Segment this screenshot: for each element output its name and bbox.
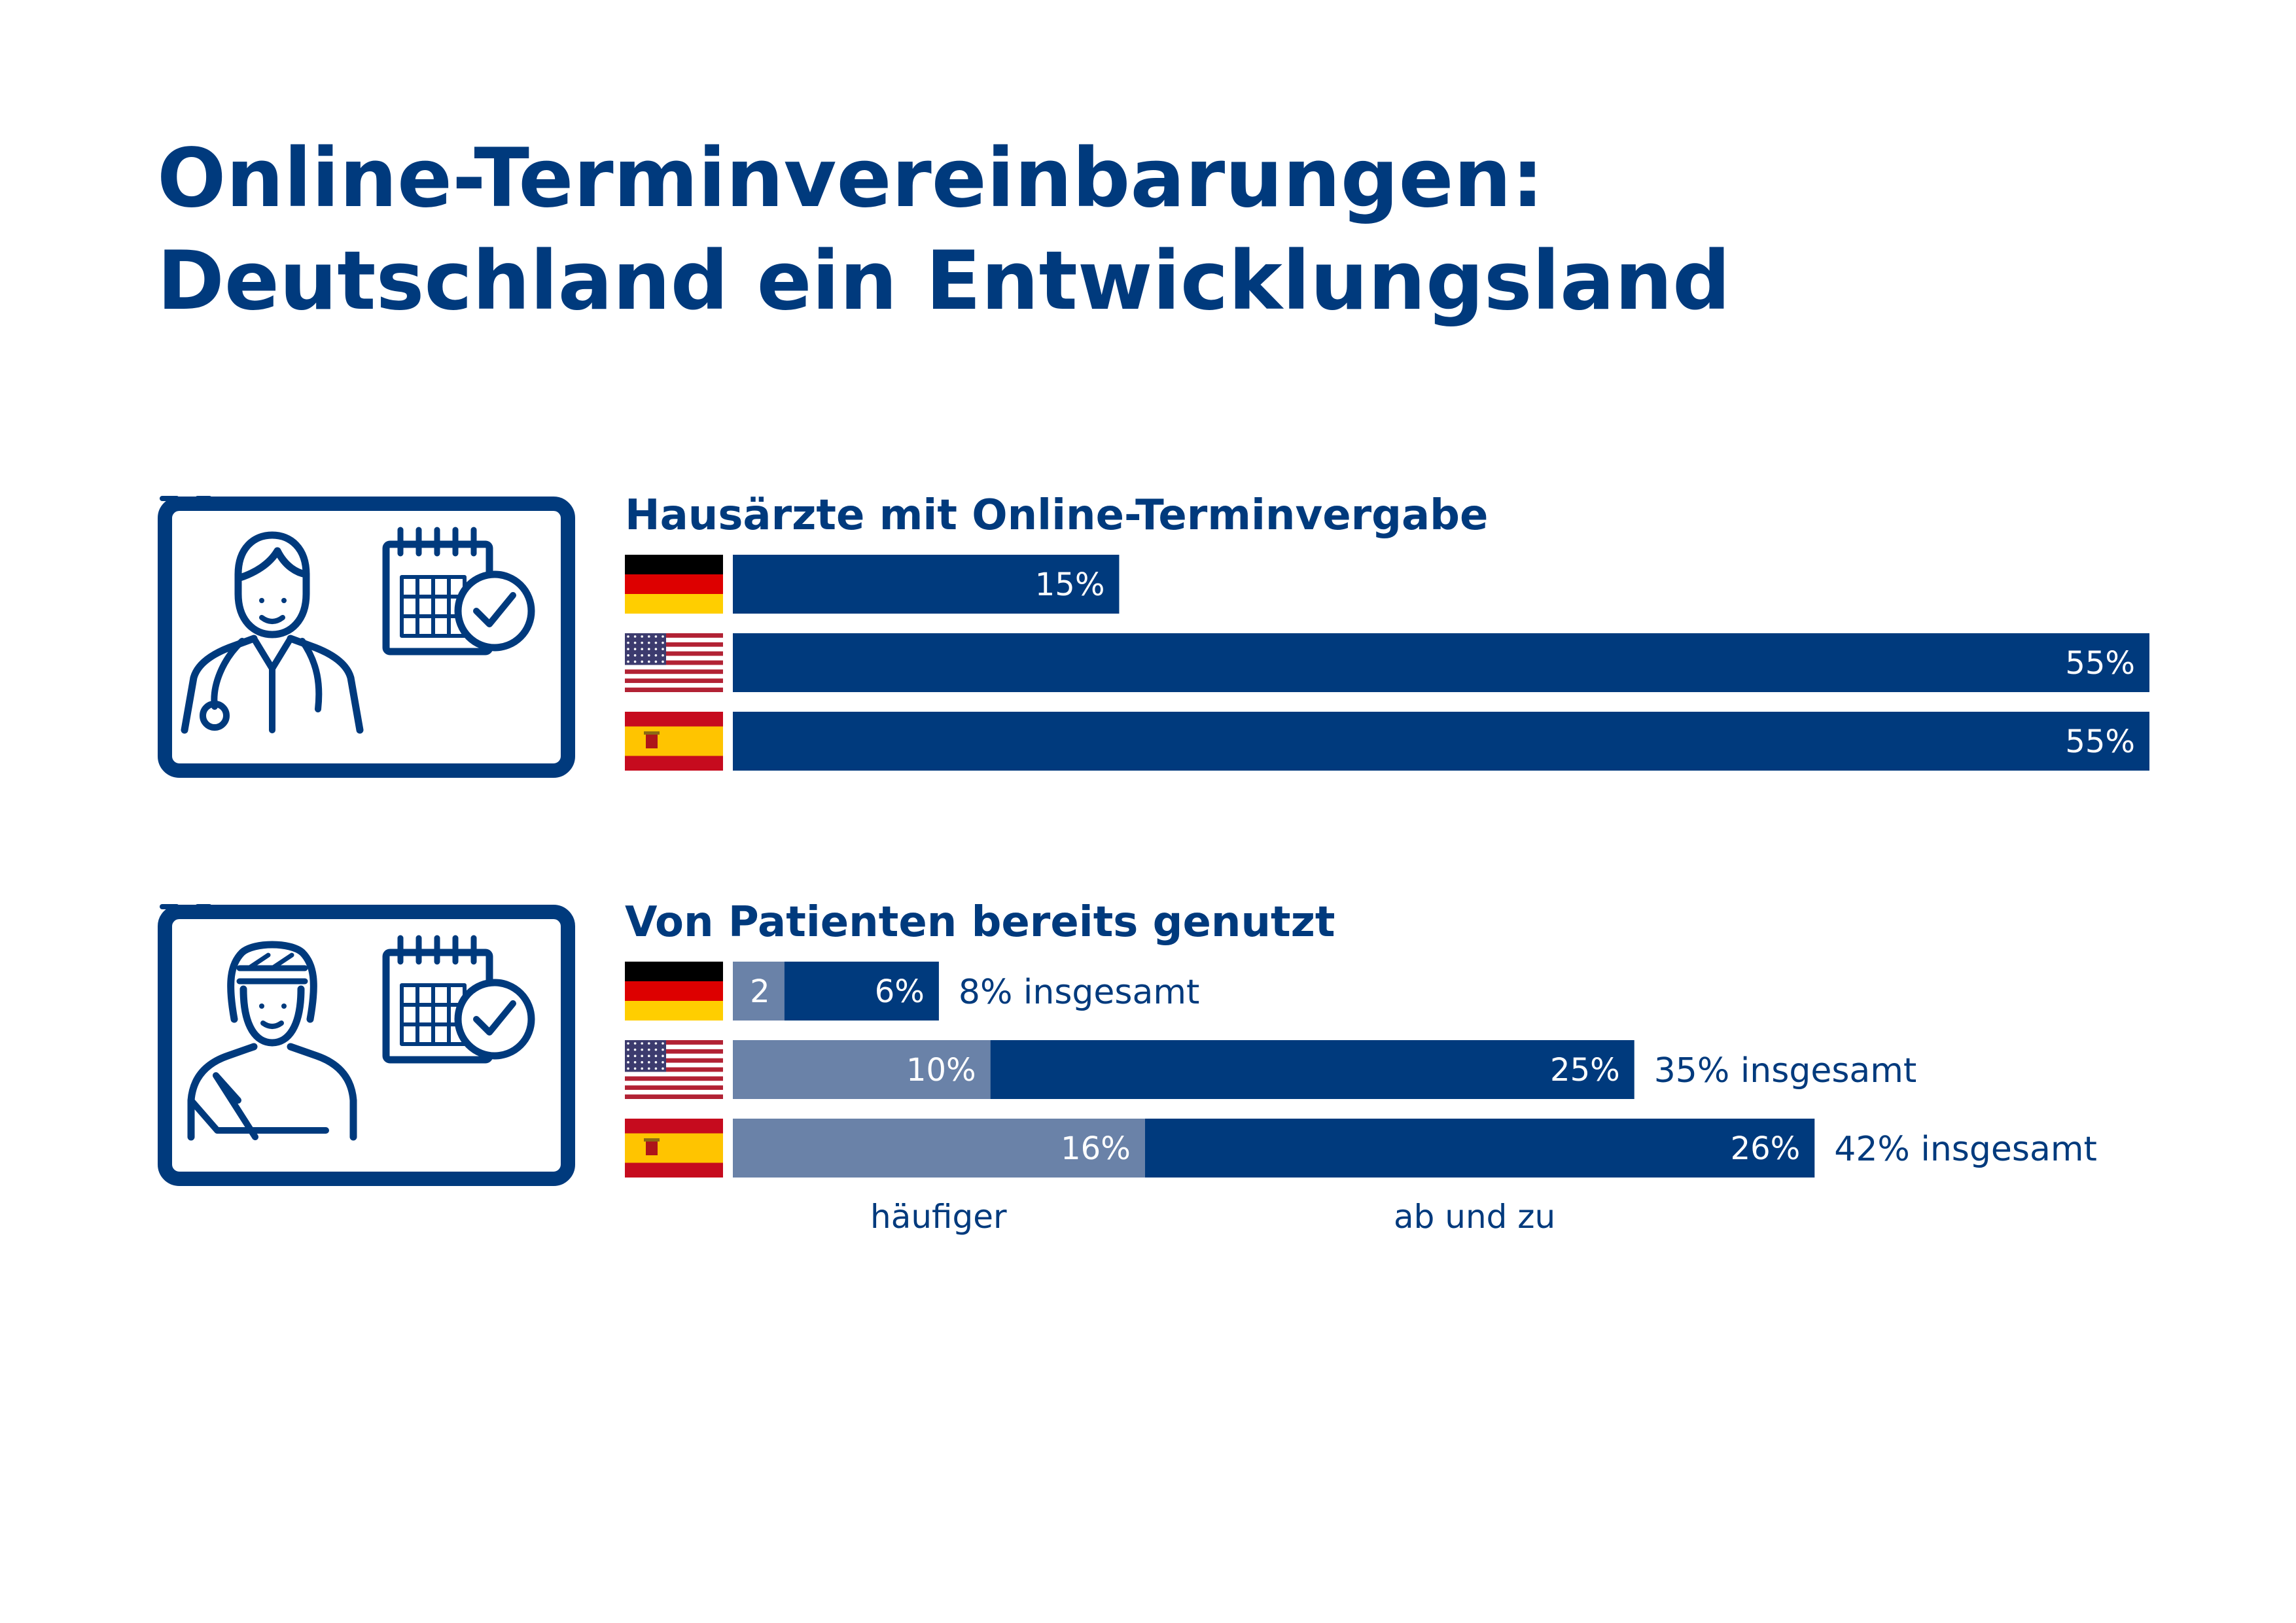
bar-label-1-0-1: 6% — [875, 973, 925, 1010]
bar-label-0-0-0: 15% — [1035, 567, 1105, 603]
patient-calendar-icon — [158, 904, 575, 1186]
bar-0-1-0 — [733, 633, 2149, 692]
bar-0-2-0 — [733, 712, 2149, 771]
flag-usa-icon — [625, 1040, 723, 1099]
bar-1-1-0 — [733, 1040, 991, 1099]
flag-germany-icon — [625, 555, 723, 614]
title-line-1: Online-Terminvereinbarungen: — [157, 131, 1544, 226]
bar-label-0-1-0: 55% — [2065, 645, 2135, 682]
bar-label-0-2-0: 55% — [2065, 724, 2135, 760]
bar-1-1-1 — [990, 1040, 1634, 1099]
total-label-2: 42% insgesamt — [1834, 1130, 2097, 1169]
bar-label-1-1-0: 10% — [906, 1052, 976, 1089]
legend-haeufiger: häufiger — [870, 1198, 1007, 1236]
legend-ab-und-zu: ab und zu — [1394, 1198, 1556, 1236]
bar-label-1-1-1: 25% — [1550, 1052, 1620, 1089]
bar-1-2-1 — [1144, 1119, 1815, 1178]
bar-1-0-1 — [784, 962, 939, 1021]
bar-label-1-0-0: 2 — [750, 973, 770, 1010]
chart-1-title: Hausärzte mit Online-Terminvergabe — [625, 491, 1489, 540]
page-title: Online-Terminvereinbarungen: Deutschland… — [157, 128, 2120, 333]
flag-germany-icon — [625, 962, 723, 1021]
bar-1-2-0 — [733, 1119, 1145, 1178]
bar-label-1-2-0: 16% — [1061, 1130, 1131, 1167]
total-label-0: 8% insgesamt — [959, 973, 1200, 1012]
bar-label-1-2-1: 26% — [1731, 1130, 1801, 1167]
bar-0-0-0 — [733, 555, 1120, 614]
title-line-2: Deutschland ein Entwicklungsland — [157, 234, 1731, 328]
flag-usa-icon — [625, 633, 723, 692]
bar-1-0-0 — [733, 962, 785, 1021]
flag-spain-icon — [625, 712, 723, 771]
total-label-1: 35% insgesamt — [1654, 1051, 1917, 1091]
doctor-calendar-icon — [158, 496, 575, 778]
chart-2-title: Von Patienten bereits genutzt — [625, 898, 1335, 947]
flag-spain-icon — [625, 1119, 723, 1178]
